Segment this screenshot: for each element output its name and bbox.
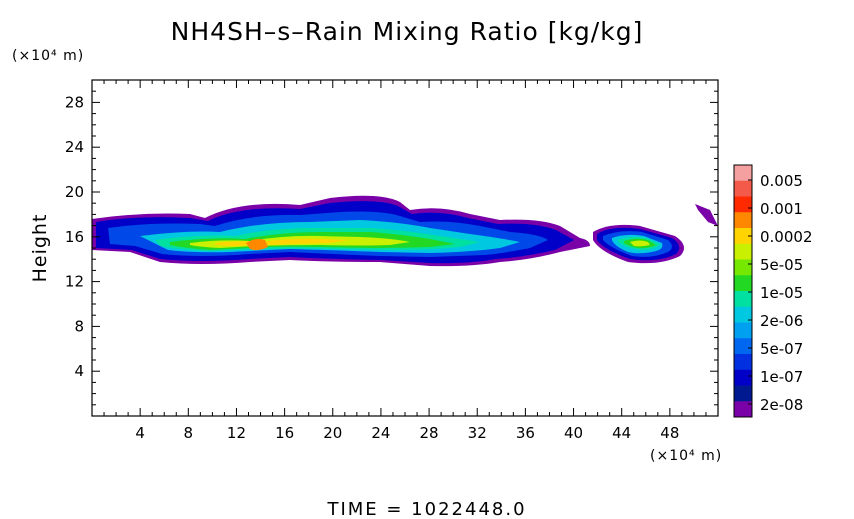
- x-tick-label: 8: [184, 424, 194, 442]
- y-tick-label: 8: [74, 317, 84, 335]
- x-tick-label: 48: [660, 424, 679, 442]
- colorbar-swatch: [734, 291, 752, 308]
- y-unit-label: (×10⁴ m): [12, 48, 84, 64]
- x-tick-label: 32: [468, 424, 487, 442]
- colorbar-label: 5e-07: [760, 340, 803, 358]
- x-tick-label: 24: [371, 424, 390, 442]
- colorbar-swatch: [734, 180, 752, 197]
- x-tick-label: 44: [612, 424, 631, 442]
- x-tick-label: 40: [564, 424, 583, 442]
- time-label: TIME = 1022448.0: [326, 499, 526, 519]
- colorbar-swatch: [734, 212, 752, 229]
- y-axis-label: Height: [29, 214, 51, 283]
- x-tick-label: 16: [275, 424, 294, 442]
- y-tick-label: 12: [65, 273, 84, 291]
- colorbar-swatch: [734, 401, 752, 418]
- x-tick-label: 36: [516, 424, 535, 442]
- y-tick-label: 16: [65, 228, 84, 246]
- colorbar-swatch: [734, 228, 752, 245]
- x-tick-label: 20: [323, 424, 342, 442]
- colorbar: 0.005 0.001 0.0002 5e-05 1e-05 2e-06 5e-07 1e-0…: [733, 164, 813, 418]
- colorbar-label: 5e-05: [760, 256, 803, 274]
- x-tick-label: 12: [227, 424, 246, 442]
- colorbar-swatch: [734, 243, 752, 260]
- colorbar-label: 2e-06: [760, 312, 803, 330]
- colorbar-swatch: [734, 338, 752, 355]
- colorbar-swatch: [734, 385, 752, 402]
- colorbar-swatch: [734, 369, 752, 386]
- y-tick-label: 20: [65, 183, 84, 201]
- y-tick-label: 4: [74, 362, 84, 380]
- colorbar-frame: [733, 164, 753, 418]
- x-tick-label: 4: [135, 424, 145, 442]
- colorbar-swatch: [734, 275, 752, 292]
- colorbar-label: 0.0002: [760, 228, 813, 246]
- colorbar-swatch: [734, 322, 752, 339]
- mixing-ratio-field: [92, 195, 718, 267]
- colorbar-label: 0.001: [760, 200, 803, 218]
- colorbar-label: 2e-08: [760, 396, 803, 414]
- colorbar-label: 1e-07: [760, 368, 803, 386]
- y-tick-label: 24: [65, 138, 84, 156]
- chart-title: NH4SH–s–Rain Mixing Ratio [kg/kg]: [171, 17, 644, 46]
- colorbar-label: 0.005: [760, 172, 803, 190]
- colorbar-swatch: [734, 259, 752, 276]
- y-tick-label: 28: [65, 93, 84, 111]
- x-unit-label: (×10⁴ m): [650, 448, 722, 464]
- colorbar-swatch: [734, 306, 752, 323]
- colorbar-label: 1e-05: [760, 284, 803, 302]
- colorbar-swatch: [734, 165, 752, 182]
- colorbar-swatch: [734, 354, 752, 371]
- x-tick-label: 28: [420, 424, 439, 442]
- colorbar-swatch: [734, 196, 752, 213]
- x-axis-ticks: 4 8 12 16 20 24 28 32 36 40 44 48: [91, 80, 719, 442]
- y-axis-ticks: 4 8 12 16 20 24 28: [65, 79, 718, 417]
